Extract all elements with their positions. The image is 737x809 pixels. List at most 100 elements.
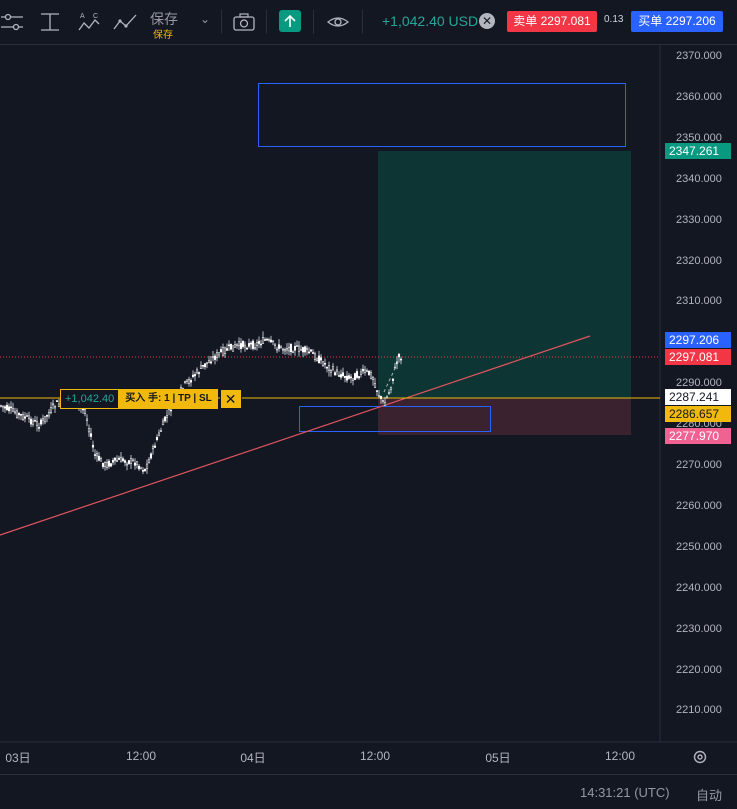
candle-body [183, 381, 187, 383]
candle-body [343, 376, 347, 378]
rectangle-drawing[interactable] [258, 83, 626, 147]
candle-body [373, 383, 377, 388]
trend-line[interactable] [0, 335, 591, 536]
utc-clock[interactable]: 14:31:21 (UTC) [580, 785, 670, 800]
price-axis[interactable]: 2370.000 2360.000 2350.000 2340.000 2330.000… [660, 45, 737, 740]
time-axis[interactable]: 03日 12:00 04日 12:00 05日 12:00 [0, 742, 737, 772]
candle-body [109, 463, 113, 467]
candle-body [279, 345, 283, 349]
candle-body [217, 352, 221, 356]
chevron-down-icon[interactable]: ⌄ [200, 12, 211, 26]
price-axis-label: 2350.000 [676, 131, 722, 144]
order-label-panel[interactable]: +1,042.40 买入 手: 1 | TP | SL ✕ [60, 389, 242, 409]
indicators-icon[interactable] [0, 8, 24, 36]
position-profit-zone[interactable] [378, 151, 631, 398]
eye-icon[interactable] [325, 8, 351, 36]
candle-body [203, 363, 207, 368]
candle-body [263, 339, 267, 341]
candle-body [375, 390, 379, 392]
candle-body [363, 369, 367, 373]
sell-button[interactable]: 卖单 2297.081 [507, 11, 597, 32]
candle-body [135, 461, 139, 465]
candle-body [253, 347, 257, 350]
candle-body [225, 348, 229, 351]
candle-body [157, 432, 161, 436]
candle-body [273, 343, 277, 346]
close-order-icon[interactable]: ✕ [219, 389, 242, 409]
candle-body [305, 347, 309, 350]
candle-body [265, 338, 269, 341]
candle-body [205, 362, 209, 364]
candle-body [235, 343, 239, 347]
close-position-icon[interactable]: ✕ [479, 13, 495, 29]
toolbar-divider [362, 10, 363, 34]
order-info[interactable]: 买入 手: 1 | TP | SL [119, 389, 218, 409]
candle-body [333, 372, 337, 376]
candle-body [21, 414, 25, 420]
candle-body [243, 344, 247, 348]
candle-body [397, 353, 401, 358]
candle-body [331, 366, 335, 370]
camera-icon[interactable] [231, 8, 257, 36]
candle-body [325, 366, 329, 369]
publish-arrow-up-icon[interactable] [279, 10, 301, 32]
fib-tool-icon[interactable] [38, 8, 62, 36]
price-axis-label: 2240.000 [676, 581, 722, 594]
candle-body [165, 415, 169, 418]
candle-body [267, 339, 271, 341]
auto-scale-button[interactable]: 自动 [696, 788, 723, 803]
candle-body [301, 347, 305, 353]
trend-tool-icon[interactable] [112, 8, 138, 36]
candle-body [335, 369, 339, 372]
rectangle-drawing[interactable] [299, 406, 491, 432]
candle-body [95, 453, 99, 457]
buy-button[interactable]: 买单 2297.206 [631, 11, 723, 32]
price-axis-label: 2360.000 [676, 90, 722, 103]
candle-body [361, 368, 365, 372]
candle-body [123, 460, 127, 463]
candle-body [341, 372, 345, 376]
candle-body [1, 405, 5, 408]
candle-body [321, 361, 325, 367]
candle-body [199, 365, 203, 369]
candle-body [33, 420, 37, 422]
candle-body [239, 343, 243, 349]
candle-body [275, 348, 279, 351]
save-button[interactable]: 保存 [150, 11, 178, 27]
candle-body [37, 427, 41, 429]
price-tag: 2297.206 [665, 332, 731, 348]
price-axis-label: 2330.000 [676, 213, 722, 226]
candle-body [359, 371, 363, 375]
candle-body [381, 400, 385, 402]
candle-body [319, 357, 323, 361]
candle-body [251, 340, 255, 349]
candle-body [119, 456, 123, 463]
candle-body [139, 467, 143, 469]
candle-body [293, 345, 297, 351]
candle-body [125, 463, 129, 466]
position-loss-zone[interactable] [378, 398, 631, 435]
price-axis-label: 2220.000 [676, 663, 722, 676]
candle-body [317, 355, 321, 364]
settings-gear-icon[interactable] [692, 749, 708, 770]
candle-body [3, 406, 7, 409]
candle-body [147, 459, 151, 464]
candle-body [219, 349, 223, 352]
candle-body [103, 462, 107, 467]
candle-body [291, 351, 295, 354]
candle-body [387, 392, 391, 394]
candle-body [383, 402, 387, 406]
candle-body [189, 380, 193, 383]
candle-body [229, 343, 233, 350]
candle-body [399, 358, 403, 361]
candle-body [237, 341, 241, 347]
candle-body [329, 369, 333, 373]
status-bar: 14:31:21 (UTC) 自动 [0, 774, 737, 809]
candle-body [111, 460, 115, 463]
candle-body [101, 462, 105, 467]
candle-body [153, 445, 157, 448]
candle-body [17, 412, 21, 416]
candle-body [191, 374, 195, 377]
candle-body [207, 360, 211, 363]
